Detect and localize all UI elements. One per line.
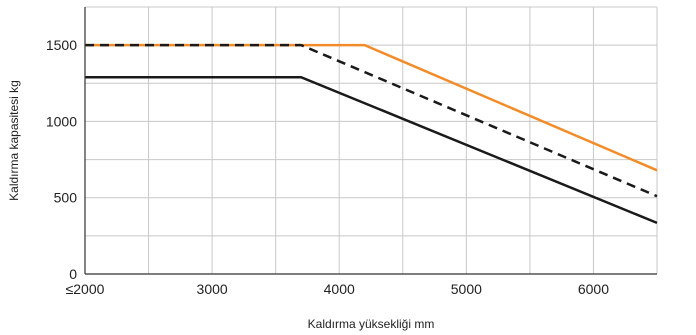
series-line-1 [85,43,658,172]
y-axis-label: Kaldırma kapasitesi kg [7,80,21,201]
y-tick-label: 500 [54,190,78,206]
y-tick-label: 1500 [46,37,77,53]
series-line-3 [85,75,658,225]
grid [85,6,658,274]
x-tick-label: ≤2000 [66,281,105,297]
series-group [85,43,658,225]
x-tick-label: 4000 [324,281,355,297]
y-tick-label: 0 [69,266,77,282]
axes [84,7,657,275]
y-tick-label: 1000 [46,113,77,129]
x-tick-label: 6000 [578,281,609,297]
x-axis-label: Kaldırma yüksekliği mm [308,317,435,331]
x-tick-label: 5000 [451,281,482,297]
series-line-2 [85,43,658,198]
tick-labels: ≤2000 3000 4000 5000 6000 0 500 1000 1500 [46,37,609,297]
x-tick-label: 3000 [197,281,228,297]
